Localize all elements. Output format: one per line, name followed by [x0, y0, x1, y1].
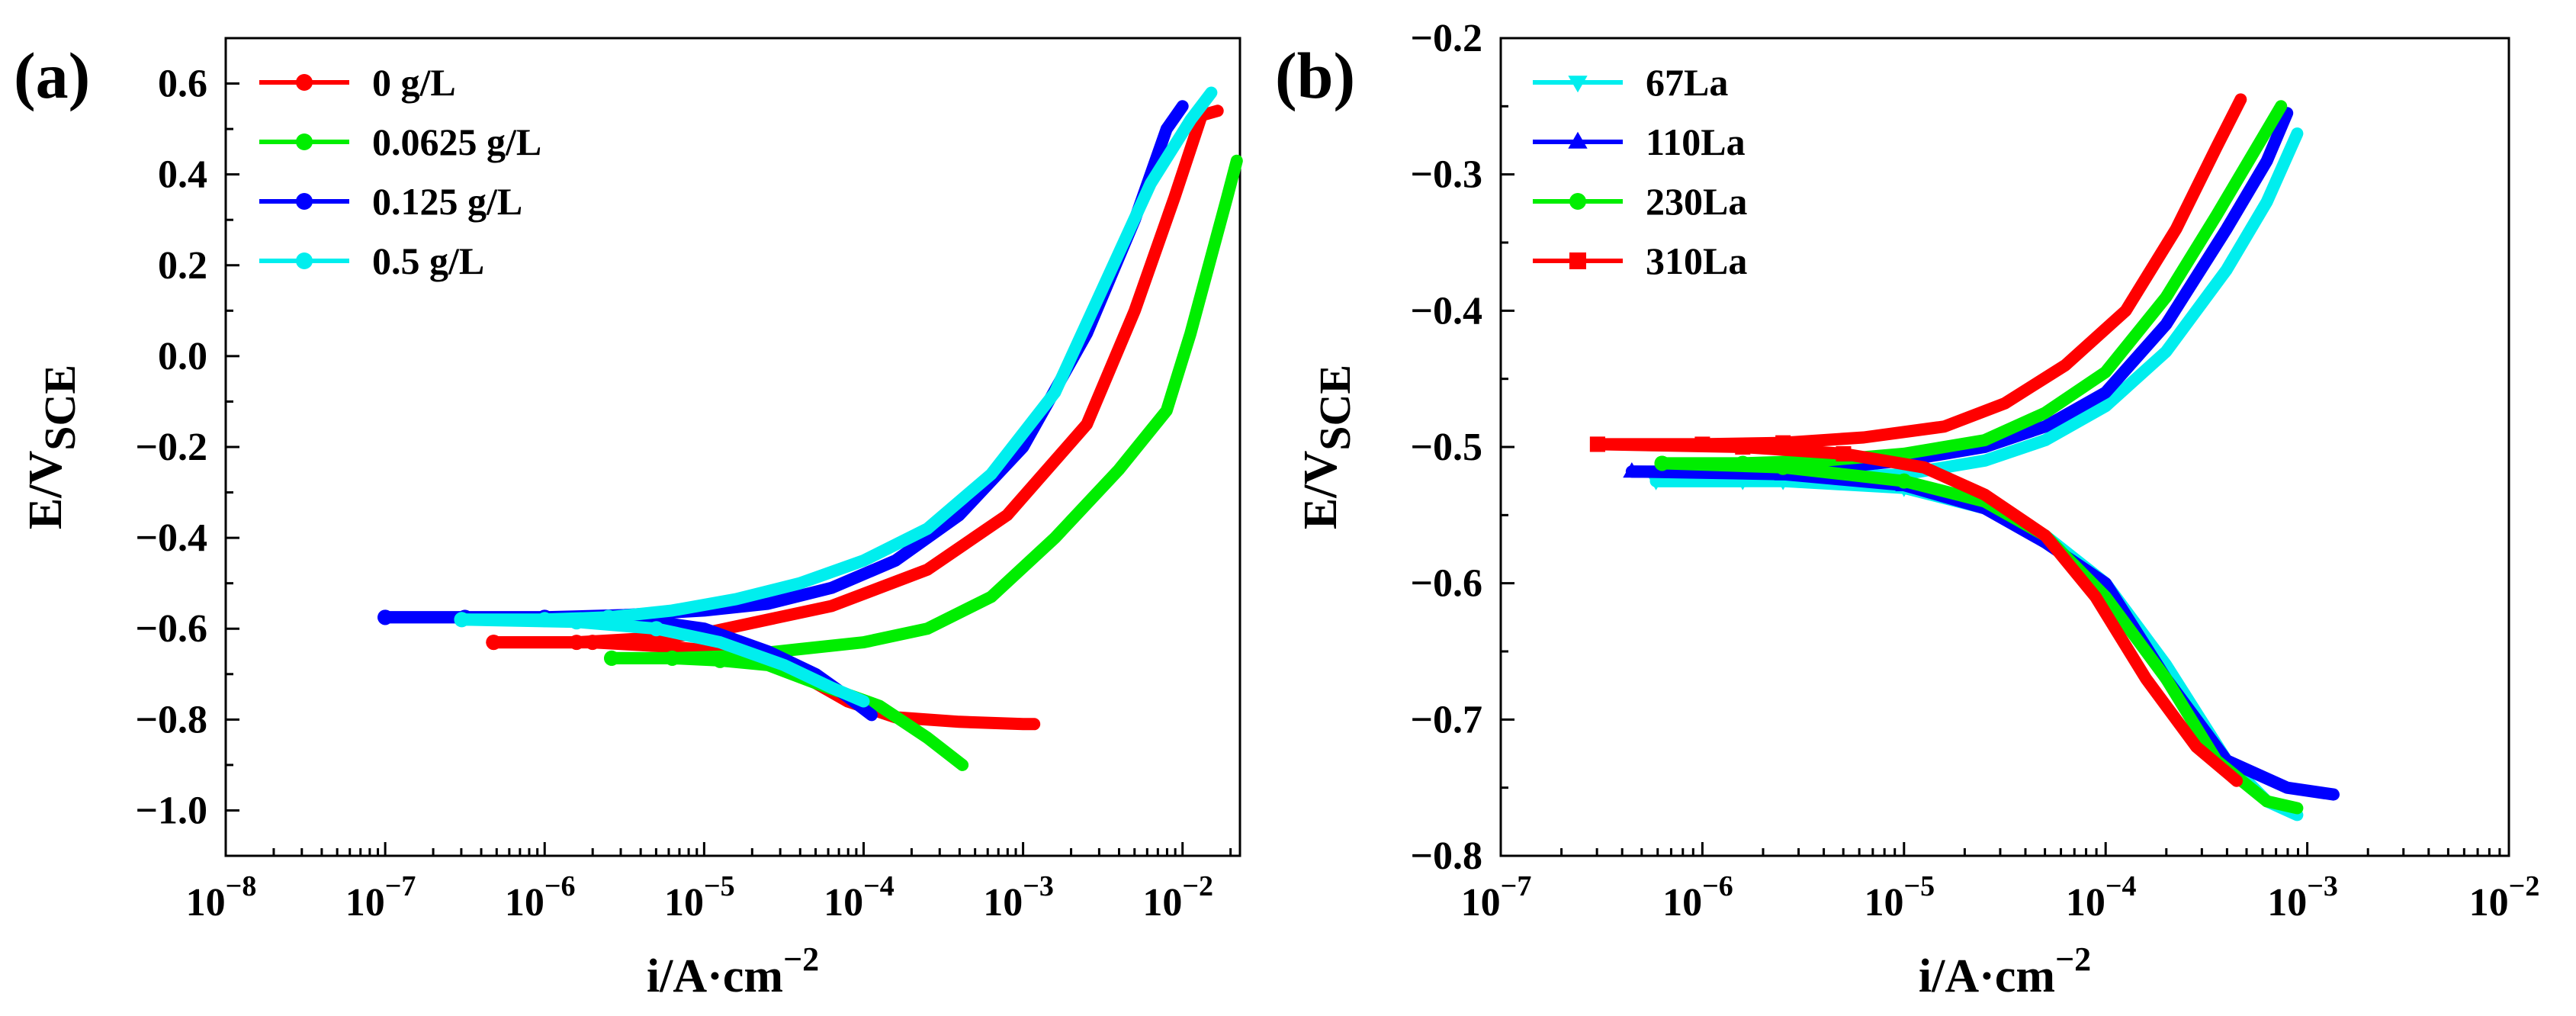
- legend-marker: [296, 252, 313, 269]
- y-tick-label: −0.6: [135, 607, 207, 651]
- x-tick-label: 10−4: [2066, 870, 2137, 924]
- series-line-cathodic: [605, 651, 969, 771]
- legend-label: 0 g/L: [372, 61, 456, 104]
- panel-label: (b): [1275, 39, 1355, 112]
- y-tick-label: 0.0: [158, 335, 207, 378]
- legend-label: 67La: [1646, 61, 1728, 104]
- x-tick-label: 10−7: [345, 870, 416, 924]
- series-line-cathodic: [1649, 474, 2304, 821]
- data-point-marker: [712, 652, 728, 668]
- x-tick-label: 10−3: [2267, 870, 2338, 924]
- chart-panel-b: 10−7 10−6 10−5 10−4 10−3 10−2 −0.2 −0.3 −0.4 −0.5…: [1275, 17, 2539, 1002]
- y-axis-label: E/VSCE: [1295, 365, 1360, 529]
- y-tick-label: −0.2: [1410, 17, 1482, 60]
- legend-marker: [296, 133, 313, 150]
- data-point-marker: [569, 614, 585, 630]
- y-tick-label: −0.4: [135, 516, 207, 560]
- series-line-anodic: [1656, 100, 2288, 470]
- data-point-marker: [1623, 462, 1641, 478]
- x-axis-label: i/A·cm−2: [1919, 940, 2091, 1002]
- legend-marker: [296, 74, 313, 91]
- legend-label: 0.5 g/L: [372, 240, 484, 282]
- legend-label: 110La: [1646, 121, 1746, 163]
- y-tick-label: −0.7: [1410, 698, 1482, 741]
- data-point-marker: [1735, 439, 1751, 455]
- y-tick-label: −0.4: [1410, 289, 1482, 333]
- legend-entry: 0.5 g/L: [259, 240, 484, 282]
- x-axis-label: i/A·cm−2: [647, 940, 819, 1002]
- legend-marker: [1569, 252, 1586, 269]
- series-310La: [1589, 93, 2247, 787]
- series-line-anodic: [605, 154, 1243, 664]
- data-point-marker: [1896, 473, 1912, 489]
- x-tick-label: 10−7: [1461, 870, 1532, 924]
- legend-entry: 230La: [1533, 180, 1747, 223]
- legend-marker: [1568, 131, 1588, 149]
- legend-label: 310La: [1646, 240, 1747, 282]
- y-tick-label: −0.3: [1410, 153, 1482, 197]
- legend-label: 0.0625 g/L: [372, 121, 541, 163]
- y-tick-label: −0.8: [1410, 834, 1482, 878]
- x-tick-label: 10−6: [505, 870, 576, 924]
- x-tick-label: 10−4: [824, 870, 895, 924]
- data-point-marker: [1647, 474, 1665, 490]
- data-point-marker: [1654, 455, 1670, 471]
- legend-entry: 0.125 g/L: [259, 180, 522, 223]
- data-point-marker: [486, 635, 502, 651]
- data-point-marker: [454, 612, 470, 628]
- legend-marker: [1568, 76, 1588, 93]
- data-point-marker: [664, 639, 680, 655]
- y-tick-label: −0.8: [135, 698, 207, 741]
- legend-marker: [296, 193, 313, 210]
- legend-entry: 67La: [1533, 61, 1728, 104]
- legend-label: 0.125 g/L: [372, 180, 522, 223]
- data-point-marker: [604, 650, 620, 666]
- data-point-marker: [648, 621, 664, 637]
- x-tick-label: 10−3: [983, 870, 1054, 924]
- y-tick-label: −1.0: [135, 789, 207, 832]
- series-line-anodic: [455, 86, 1218, 626]
- series-0-5-g-L: [454, 86, 1218, 708]
- y-tick-label: −0.5: [1410, 426, 1482, 469]
- chart-panel-a: 10−8 10−7 10−6 10−5 10−4 10−3 10−2 0.6 0.4 0.2 0.0…: [14, 37, 1243, 1002]
- legend-label: 230La: [1646, 180, 1747, 223]
- x-tick-label: 10−5: [1864, 870, 1935, 924]
- y-tick-label: 0.4: [158, 153, 207, 197]
- panel-label: (a): [14, 39, 90, 112]
- y-tick-label: −0.2: [135, 426, 207, 469]
- series-0-g-L: [486, 104, 1224, 731]
- data-point-marker: [377, 609, 393, 625]
- x-tick-label: 10−6: [1662, 870, 1733, 924]
- x-tick-label: 10−2: [2469, 870, 2540, 924]
- x-tick-label: 10−8: [186, 870, 257, 924]
- x-tick-label: 10−5: [664, 870, 735, 924]
- x-tick-label: 10−2: [1142, 870, 1213, 924]
- y-tick-label: −0.6: [1410, 562, 1482, 606]
- data-point-marker: [1589, 436, 1605, 452]
- y-tick-label: 0.2: [158, 244, 207, 288]
- series-line-cathodic: [1625, 465, 2340, 801]
- data-point-marker: [1836, 445, 1852, 461]
- legend-entry: 110La: [1533, 121, 1746, 163]
- y-axis-label: E/VSCE: [20, 365, 85, 529]
- y-tick-label: 0.6: [158, 63, 207, 106]
- series-line-cathodic: [1591, 438, 2244, 787]
- legend-marker: [1569, 193, 1586, 210]
- series-0-0625-g-L: [604, 154, 1243, 771]
- data-point-marker: [584, 635, 600, 651]
- legend-entry: 310La: [1533, 240, 1747, 282]
- data-point-marker: [664, 650, 680, 666]
- legend-entry: 0 g/L: [259, 61, 456, 104]
- data-point-marker: [1775, 459, 1791, 475]
- legend-entry: 0.0625 g/L: [259, 121, 541, 163]
